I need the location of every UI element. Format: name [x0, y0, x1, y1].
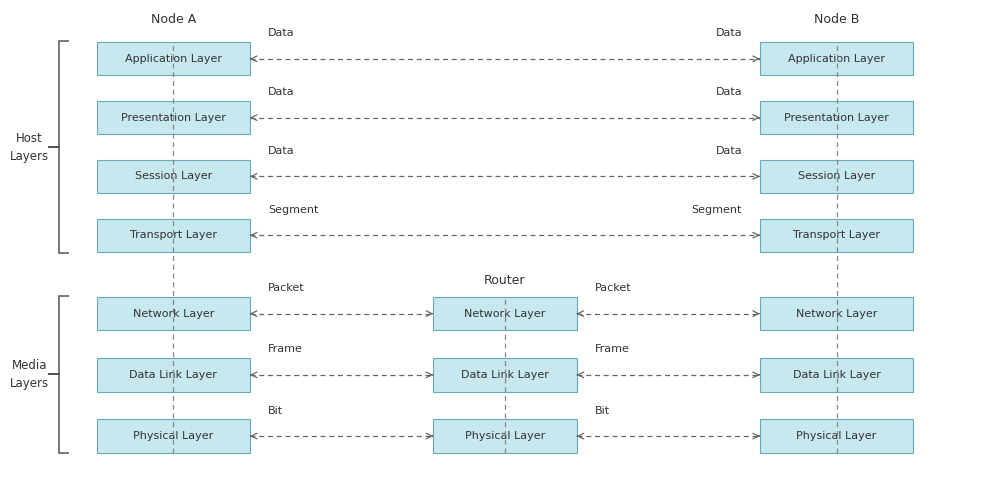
Text: Presentation Layer: Presentation Layer — [784, 113, 889, 122]
Text: Network Layer: Network Layer — [133, 309, 214, 318]
FancyBboxPatch shape — [760, 219, 913, 252]
Text: Node B: Node B — [814, 13, 859, 26]
Text: Data: Data — [716, 146, 742, 156]
Text: Transport Layer: Transport Layer — [793, 230, 880, 240]
Text: Physical Layer: Physical Layer — [133, 431, 214, 441]
Text: Session Layer: Session Layer — [798, 172, 875, 181]
Text: Packet: Packet — [594, 283, 631, 293]
FancyBboxPatch shape — [760, 42, 913, 75]
Text: Data: Data — [716, 87, 742, 97]
Text: Application Layer: Application Layer — [125, 54, 222, 64]
FancyBboxPatch shape — [434, 358, 576, 392]
Text: Network Layer: Network Layer — [796, 309, 877, 318]
Text: Bit: Bit — [594, 406, 610, 416]
Text: Physical Layer: Physical Layer — [796, 431, 877, 441]
Text: Host
Layers: Host Layers — [10, 131, 50, 163]
Text: Segment: Segment — [267, 205, 318, 215]
Text: Data: Data — [267, 146, 294, 156]
Text: Frame: Frame — [594, 344, 630, 354]
FancyBboxPatch shape — [96, 358, 249, 392]
Text: Physical Layer: Physical Layer — [464, 431, 545, 441]
Text: Packet: Packet — [267, 283, 304, 293]
FancyBboxPatch shape — [434, 297, 576, 330]
Text: Frame: Frame — [267, 344, 303, 354]
FancyBboxPatch shape — [760, 160, 913, 193]
Text: Data Link Layer: Data Link Layer — [793, 370, 880, 380]
Text: Transport Layer: Transport Layer — [130, 230, 217, 240]
FancyBboxPatch shape — [96, 101, 249, 134]
FancyBboxPatch shape — [96, 297, 249, 330]
FancyBboxPatch shape — [760, 358, 913, 392]
Text: Data Link Layer: Data Link Layer — [461, 370, 548, 380]
Text: Data: Data — [267, 28, 294, 38]
FancyBboxPatch shape — [434, 419, 576, 453]
Text: Bit: Bit — [267, 406, 283, 416]
FancyBboxPatch shape — [760, 297, 913, 330]
Text: Data: Data — [267, 87, 294, 97]
Text: Network Layer: Network Layer — [464, 309, 545, 318]
Text: Data Link Layer: Data Link Layer — [130, 370, 217, 380]
FancyBboxPatch shape — [760, 101, 913, 134]
Text: Media
Layers: Media Layers — [10, 359, 50, 390]
Text: Segment: Segment — [692, 205, 742, 215]
Text: Data: Data — [716, 28, 742, 38]
FancyBboxPatch shape — [96, 219, 249, 252]
Text: Application Layer: Application Layer — [788, 54, 885, 64]
FancyBboxPatch shape — [96, 42, 249, 75]
FancyBboxPatch shape — [96, 419, 249, 453]
Text: Session Layer: Session Layer — [135, 172, 212, 181]
FancyBboxPatch shape — [760, 419, 913, 453]
FancyBboxPatch shape — [96, 160, 249, 193]
Text: Router: Router — [484, 274, 526, 287]
Text: Node A: Node A — [150, 13, 196, 26]
Text: Presentation Layer: Presentation Layer — [121, 113, 226, 122]
